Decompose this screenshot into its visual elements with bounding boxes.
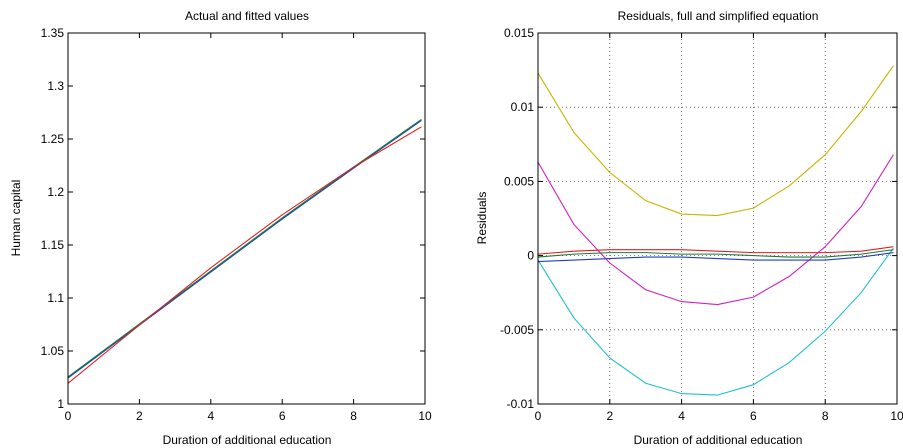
y-tick-label: 0.005 xyxy=(504,174,534,188)
series-line-3 xyxy=(537,246,894,255)
y-tick-label: 1.05 xyxy=(41,344,65,358)
series-line-1 xyxy=(537,154,894,306)
x-tick-label: 10 xyxy=(418,409,432,423)
series-line-0 xyxy=(537,65,894,217)
y-tick-label: -0.005 xyxy=(500,323,534,337)
y-tick-label: 1.35 xyxy=(41,26,65,40)
y-tick-label: 1.2 xyxy=(47,185,64,199)
residuals-chart: Residuals, full and simplified equation … xyxy=(475,9,903,447)
y-tick-label: 1.15 xyxy=(41,238,65,252)
chart-title: Actual and fitted values xyxy=(185,9,309,23)
x-tick-label: 8 xyxy=(350,409,357,423)
series-line-4 xyxy=(537,249,894,258)
x-tick-label: 6 xyxy=(279,409,286,423)
x-tick-label: 6 xyxy=(750,409,757,423)
x-tick-label: 10 xyxy=(890,409,903,423)
plot-frame xyxy=(537,32,898,405)
series-line-5 xyxy=(537,252,894,263)
y-tick-label: 0.015 xyxy=(504,26,534,40)
series-line-2 xyxy=(537,247,894,396)
x-tick-label: 0 xyxy=(65,409,72,423)
x-tick-label: 8 xyxy=(822,409,829,423)
plot-frame xyxy=(67,32,426,405)
y-axis-label: Human capital xyxy=(9,180,23,257)
y-tick-label: 0.01 xyxy=(511,100,535,114)
series-line-1 xyxy=(67,118,422,378)
x-tick-label: 0 xyxy=(535,409,542,423)
x-tick-label: 4 xyxy=(678,409,685,423)
x-tick-label: 2 xyxy=(606,409,613,423)
x-tick-label: 2 xyxy=(136,409,143,423)
y-tick-label: 1 xyxy=(57,397,64,411)
actual-fitted-chart: Actual and fitted values 0 2 4 6 8 10 1 1.05 1.1… xyxy=(9,9,432,447)
x-tick-label: 4 xyxy=(207,409,214,423)
series-line-2 xyxy=(67,126,422,384)
x-axis-label: Duration of additional education xyxy=(163,433,332,447)
y-tick-label: 1.1 xyxy=(47,291,64,305)
y-tick-label: 1.25 xyxy=(41,132,65,146)
y-tick-label: 0 xyxy=(527,249,534,263)
y-axis-label: Residuals xyxy=(475,192,489,245)
x-axis-label: Duration of additional education xyxy=(634,433,803,447)
y-tick-label: 1.3 xyxy=(47,79,64,93)
y-tick-label: -0.01 xyxy=(507,397,535,411)
chart-title: Residuals, full and simplified equation xyxy=(618,9,819,23)
